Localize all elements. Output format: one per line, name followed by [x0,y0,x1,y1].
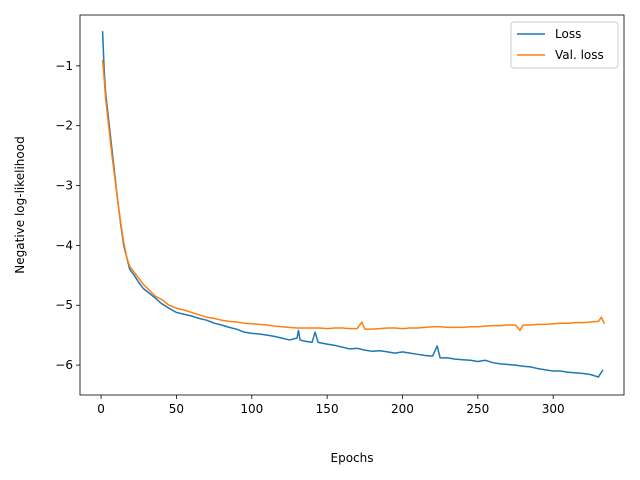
axes-frame [79,14,625,396]
legend: Loss Val. loss [510,21,619,69]
y-tick-label: −4 [55,238,73,252]
x-tick-label: 50 [169,402,184,416]
x-tick-label: 200 [391,402,414,416]
x-tick-label: 250 [466,402,489,416]
x-tick-label: 300 [542,402,565,416]
x-axis-label: Epochs [331,451,374,465]
y-tick-label: −2 [55,119,73,133]
y-tick-label: −5 [55,298,73,312]
x-tick-label: 150 [316,402,339,416]
legend-label-loss: Loss [555,27,581,41]
y-tick-label: −3 [55,179,73,193]
plot-series-group [101,31,606,378]
legend-label-val-loss: Val. loss [555,48,604,62]
x-tick-label: 100 [240,402,263,416]
series-line-loss [101,31,604,378]
series-line-val-loss [101,59,606,332]
y-axis-ticks: −6 −5 −4 −3 −2 −1 [55,59,80,372]
y-tick-label: −1 [55,59,73,73]
x-tick-label: 0 [97,402,105,416]
y-tick-label: −6 [55,358,73,372]
x-axis-ticks: 0 50 100 150 200 250 300 [97,395,565,416]
y-axis-label: Negative log-likelihood [13,136,27,273]
